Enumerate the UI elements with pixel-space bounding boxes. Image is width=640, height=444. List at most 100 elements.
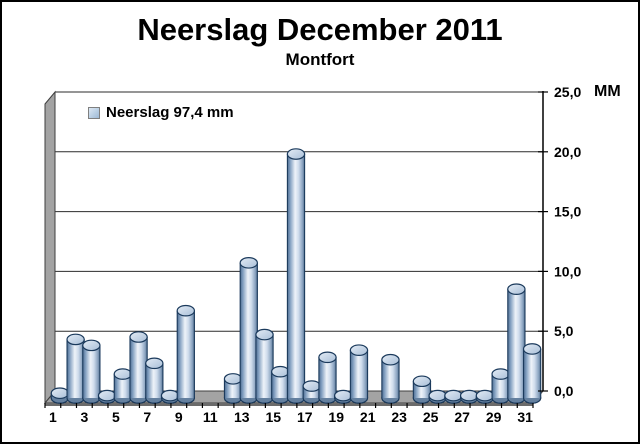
bar-top-ellipse (491, 368, 510, 380)
bar-top-ellipse (129, 331, 148, 343)
bar-top-ellipse (318, 351, 337, 364)
bar-top-ellipse (113, 368, 133, 380)
y-axis-tick-label: 20,0 (554, 144, 581, 160)
bar-body (507, 289, 525, 398)
bar-day-18 (318, 351, 337, 404)
x-axis-tick-label: 19 (328, 409, 344, 425)
bar-body (492, 374, 510, 398)
chart-title: Neerslag December 2011 (137, 12, 503, 47)
bar-body (287, 154, 305, 398)
bar-day-19 (334, 389, 353, 404)
bar-base-arc (349, 397, 369, 404)
bar-day-1 (50, 387, 70, 404)
bar-body (271, 371, 289, 398)
bar-day-2 (66, 333, 85, 404)
bar-day-28 (475, 389, 495, 404)
bar-top-ellipse (444, 389, 463, 402)
x-axis-tick-label: 21 (360, 409, 376, 425)
bar-body (303, 386, 321, 398)
bar-top-ellipse (522, 343, 542, 355)
bar-top-ellipse (223, 373, 243, 385)
bar-top-ellipse (145, 357, 164, 370)
bar-base-arc (381, 397, 400, 404)
bar-day-30 (507, 283, 526, 404)
bar-day-15 (271, 365, 290, 404)
bar-day-6 (129, 331, 148, 404)
bar-body (145, 363, 163, 398)
x-axis-tick-label: 3 (80, 409, 88, 425)
bar-day-24 (412, 375, 432, 404)
x-axis-tick-label: 17 (297, 409, 313, 425)
bar-top-ellipse (302, 380, 321, 392)
plot-floor-side (45, 403, 533, 406)
plot-side-wall (44, 90, 56, 405)
bar-day-26 (444, 389, 463, 404)
bar-day-17 (302, 380, 321, 404)
bar-day-20 (349, 344, 369, 404)
bar-body (177, 310, 195, 398)
bar-body (240, 262, 258, 398)
bar-body (350, 350, 368, 398)
chart-subtitle: Montfort (285, 50, 355, 69)
x-axis-tick-label: 5 (112, 409, 120, 425)
bar-body (129, 337, 148, 398)
bar-top-ellipse (255, 328, 274, 341)
legend-swatch-icon (88, 106, 100, 119)
bar-body (67, 339, 85, 398)
bar-top-ellipse (334, 389, 353, 402)
bar-day-12 (223, 373, 243, 404)
bar-base-arc (522, 397, 542, 404)
bar-day-8 (160, 389, 180, 404)
x-axis-tick-label: 15 (265, 409, 281, 425)
bar-day-14 (255, 328, 274, 404)
x-axis-tick-label: 29 (486, 409, 502, 425)
x-axis-tick-label: 13 (234, 409, 250, 425)
bar-day-3 (82, 339, 101, 404)
bar-top-ellipse (82, 339, 101, 352)
bar-body (82, 345, 100, 398)
bar-top-ellipse (50, 387, 70, 400)
bar-body (523, 348, 541, 398)
bar-day-31 (522, 343, 542, 404)
y-axis-tick-label: 25,0 (554, 84, 581, 100)
bar-top-ellipse (381, 353, 400, 366)
bar-top-ellipse (428, 389, 447, 402)
y-axis-tick-label: 15,0 (554, 204, 581, 220)
bar-day-9 (176, 304, 196, 404)
bar-top-ellipse (271, 365, 290, 378)
bar-top-ellipse (507, 283, 526, 295)
bar-day-16 (286, 148, 306, 404)
x-axis-tick-label: 31 (517, 409, 533, 425)
bar-body (381, 359, 400, 398)
bar-body (255, 334, 274, 398)
bar-day-4 (97, 389, 117, 404)
x-axis-tick-label: 9 (175, 409, 183, 425)
bar-day-29 (491, 368, 510, 404)
y-axis-unit-label: MM (594, 83, 621, 100)
x-axis-tick-label: 23 (391, 409, 407, 425)
bar-body (114, 374, 132, 398)
x-axis-tick-label: 11 (203, 409, 218, 425)
bar-top-ellipse (349, 344, 369, 356)
bar-top-ellipse (286, 148, 306, 160)
bar-top-ellipse (475, 389, 495, 402)
bar-top-ellipse (160, 389, 180, 402)
bar-day-7 (145, 357, 164, 404)
x-axis-tick-label: 27 (454, 409, 470, 425)
bar-body (318, 357, 337, 398)
x-axis-tick-label: 7 (143, 409, 151, 425)
x-axis-tick-label: 1 (49, 409, 57, 425)
y-axis-tick-label: 5,0 (554, 323, 574, 339)
bar-top-ellipse (239, 257, 258, 269)
bar-day-25 (428, 389, 447, 404)
x-axis-tick-label: 25 (423, 409, 439, 425)
bar-top-ellipse (176, 304, 196, 317)
legend: Neerslag 97,4 mm (88, 104, 234, 121)
bar-top-ellipse (459, 389, 479, 402)
y-axis-tick-label: 0,0 (554, 383, 574, 399)
bar-day-5 (113, 368, 133, 404)
y-axis-tick-label: 10,0 (554, 263, 581, 279)
bar-day-27 (459, 389, 479, 404)
legend-label: Neerslag 97,4 mm (106, 104, 234, 121)
